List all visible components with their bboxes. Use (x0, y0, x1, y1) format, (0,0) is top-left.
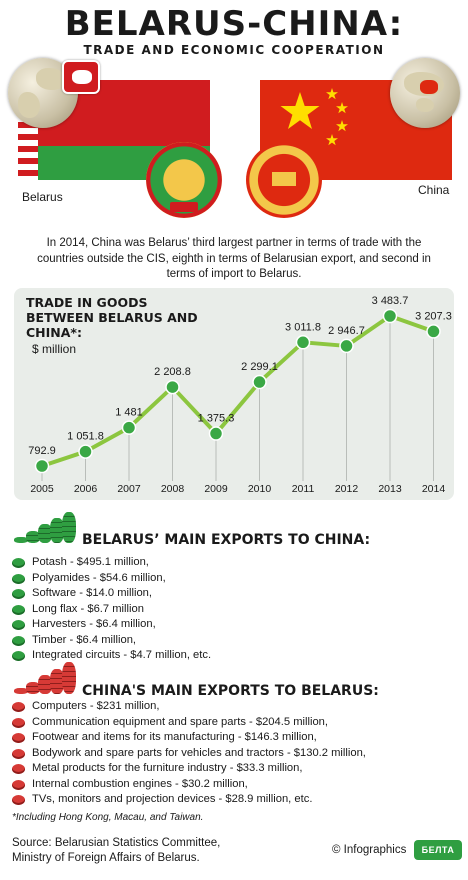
x-tick-label: 2006 (74, 483, 98, 495)
china-emblem-icon (246, 142, 322, 218)
coin-icon (12, 702, 25, 712)
coin-icon (12, 573, 25, 584)
coin-icon (12, 779, 25, 790)
china-exports-list: Computers - $231 million, Communication e… (10, 699, 366, 808)
data-label: 792.9 (28, 445, 56, 457)
x-tick-label: 2005 (30, 483, 54, 495)
coin-icon (12, 620, 25, 630)
belarus-export-item: Harvesters - $6.4 million, (10, 617, 211, 633)
x-tick-label: 2010 (248, 483, 272, 495)
china-exports-title: CHINA'S MAIN EXPORTS TO BELARUS: (82, 683, 379, 699)
belarus-export-item-label: Integrated circuits - $4.7 million, etc. (32, 649, 212, 661)
data-point (78, 444, 93, 459)
data-label: 1 481 (115, 407, 143, 419)
coin-icon (12, 733, 25, 743)
china-export-item: TVs, monitors and projection devices - $… (10, 792, 366, 808)
china-export-item: Computers - $231 million, (10, 699, 366, 715)
trade-line-chart: 792.9 2005 1 051.8 2006 1 481 2007 2 208.8 2008… (28, 295, 452, 495)
belarus-export-item-label: Software - $14.0 million, (32, 587, 153, 599)
chart-ylabel: $ million (32, 342, 77, 356)
x-tick-label: 2012 (335, 483, 359, 495)
data-point (34, 458, 50, 474)
data-label: 1 051.8 (67, 431, 104, 443)
china-flag-stars (280, 88, 348, 146)
globe-china-icon (390, 58, 460, 128)
coin-icon (12, 764, 25, 774)
x-tick-label: 2013 (378, 483, 402, 495)
page-subtitle: TRADE AND ECONOMIC COOPERATION (83, 43, 385, 57)
data-label: 1 375.3 (198, 413, 235, 425)
belarus-exports-list: Potash - $495.1 million, Polyamides - $54… (10, 555, 211, 664)
china-export-item: Bodywork and spare parts for vehicles an… (10, 746, 366, 762)
credit: © Infographics (332, 844, 407, 856)
coin-icon (12, 651, 25, 661)
data-label: 3 011.8 (285, 321, 321, 333)
belarus-export-item-label: Long flax - $6.7 million (32, 602, 144, 615)
belarus-export-item: Integrated circuits - $4.7 million, etc. (10, 648, 211, 664)
page-title: BELARUS-CHINA: (64, 4, 404, 44)
source-line-1: Source: Belarusian Statistics Committee, (12, 837, 221, 849)
coin-icon (12, 795, 25, 805)
data-point (252, 374, 267, 390)
coin-icon (12, 604, 25, 615)
belarus-export-item: Timber - $6.4 million, (10, 633, 211, 649)
intro-text: In 2014, China was Belarus’ third larges… (37, 237, 431, 281)
x-tick-label: 2007 (117, 483, 141, 495)
belta-logo: БЕЛТА (414, 840, 462, 860)
belarus-map-callout (62, 60, 100, 94)
x-tick-label: 2011 (292, 483, 315, 495)
data-label: 2 299.1 (241, 361, 278, 373)
belarus-export-item: Polyamides - $54.6 million, (10, 571, 211, 587)
belarus-emblem-icon (146, 142, 222, 218)
china-export-item-label: Footwear and items for its manufacturing… (32, 731, 317, 743)
x-tick-label: 2008 (161, 483, 185, 495)
china-export-item-label: Communication equipment and spare parts … (32, 715, 329, 728)
chart-title: TRADE IN GOODS BETWEEN BELARUS AND CHINA… (26, 295, 198, 340)
label-china: China (418, 183, 450, 197)
data-point (121, 420, 137, 435)
china-export-item-label: Bodywork and spare parts for vehicles an… (32, 746, 366, 759)
source-line-2: Ministry of Foreign Affairs of Belarus. (12, 851, 200, 864)
data-label: 2 208.8 (154, 366, 191, 378)
coin-icon (12, 589, 25, 599)
belarus-export-item: Software - $14.0 million, (10, 586, 211, 602)
data-label: 2 946.7 (328, 325, 365, 337)
china-export-item-label: Internal combustion engines - $30.2 mill… (32, 777, 248, 790)
data-point (295, 335, 311, 350)
data-point (426, 324, 441, 339)
belarus-export-item-label: Timber - $6.4 million, (32, 633, 137, 646)
data-point (339, 338, 354, 354)
source: Source: Belarusian Statistics Committee,… (12, 836, 220, 866)
coin-icon (12, 748, 25, 759)
data-label: 3 207.3 (415, 310, 452, 322)
x-tick-label: 2009 (204, 483, 228, 495)
coin-icon (12, 717, 25, 728)
data-point (208, 426, 224, 441)
china-export-item: Footwear and items for its manufacturing… (10, 730, 366, 746)
china-export-item-label: Computers - $231 million, (32, 700, 160, 712)
china-export-item-label: Metal products for the furniture industr… (32, 762, 303, 774)
data-point (382, 308, 398, 324)
belarus-export-item-label: Harvesters - $6.4 million, (32, 618, 156, 630)
label-belarus: Belarus (22, 190, 63, 204)
coin-icon (12, 558, 25, 568)
x-tick-label: 2014 (422, 483, 446, 495)
data-point (165, 379, 180, 395)
coin-icon (12, 635, 25, 646)
series-line (41, 314, 435, 468)
belarus-export-item: Potash - $495.1 million, (10, 555, 211, 571)
belarus-export-item: Long flax - $6.7 million (10, 602, 211, 618)
china-export-item: Metal products for the furniture industr… (10, 761, 366, 777)
belarus-export-item-label: Polyamides - $54.6 million, (32, 571, 166, 584)
data-label: 3 483.7 (372, 295, 409, 307)
footnote: *Including Hong Kong, Macau, and Taiwan. (12, 812, 204, 823)
china-export-item-label: TVs, monitors and projection devices - $… (32, 793, 313, 805)
belarus-exports-title: BELARUS’ MAIN EXPORTS TO CHINA: (82, 532, 371, 548)
china-export-item: Communication equipment and spare parts … (10, 715, 366, 731)
belarus-export-item-label: Potash - $495.1 million, (32, 556, 149, 568)
china-export-item: Internal combustion engines - $30.2 mill… (10, 777, 366, 793)
